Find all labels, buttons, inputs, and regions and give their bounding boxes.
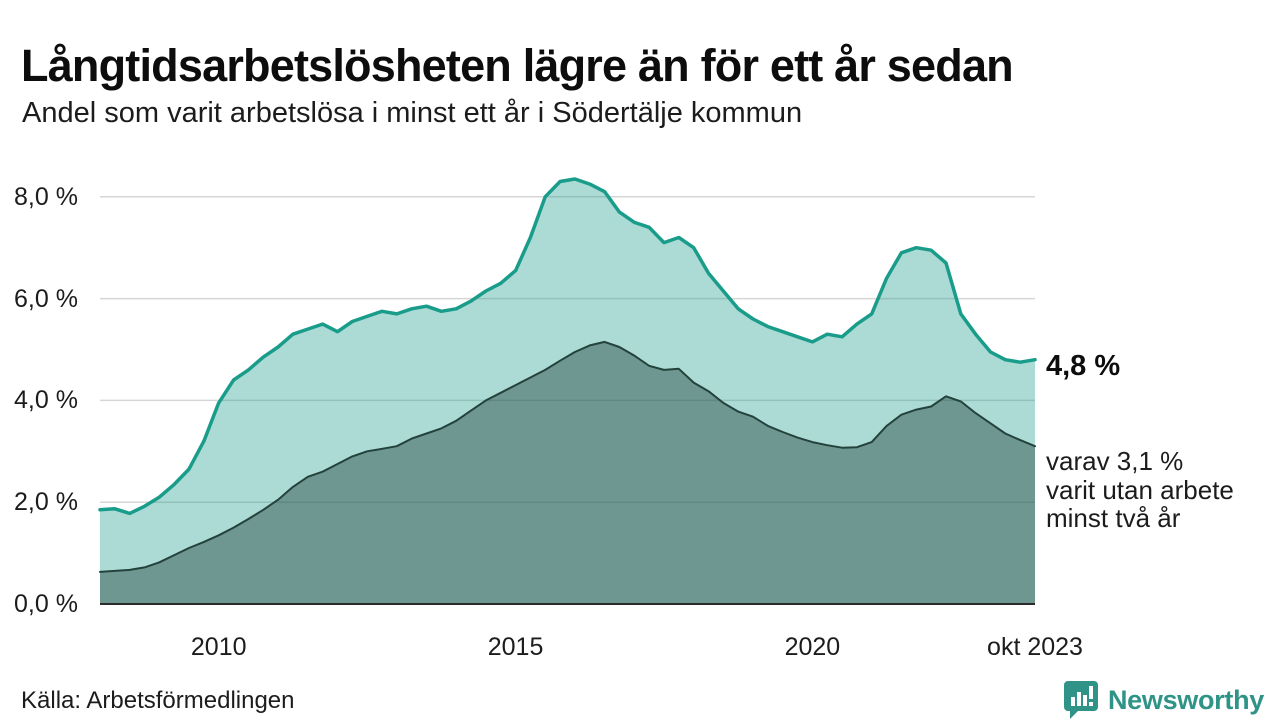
newsworthy-icon (1063, 681, 1098, 719)
annotation-subset-line1: varav 3,1 % (1046, 446, 1184, 476)
area-fill (100, 179, 1035, 604)
annotation-subset: varav 3,1 % varit utan arbete minst två … (1046, 447, 1234, 533)
annotation-latest-total: 4,8 % (1046, 350, 1121, 382)
source-note: Källa: Arbetsförmedlingen (21, 687, 295, 714)
x-tick-label: 2010 (190, 633, 247, 661)
y-tick-label: 2,0 % (14, 488, 78, 517)
x-tick-label: okt 2023 (987, 633, 1083, 661)
area-fill (100, 341, 1035, 604)
brand-name: Newsworthy (1107, 684, 1264, 715)
y-tick-label: 0,0 % (14, 590, 78, 618)
annotation-subset-line2: varit utan arbete (1046, 474, 1234, 505)
series-line (99, 340, 1036, 573)
y-tick-label: 8,0 % (14, 182, 78, 211)
chart-subtitle: Andel som varit arbetslösa i minst ett å… (22, 97, 803, 129)
series-line (98, 177, 1037, 516)
x-tick-label: 2020 (784, 633, 841, 661)
brand-logo: Newsworthy (1063, 681, 1264, 719)
x-tick-label: 2015 (487, 633, 544, 661)
y-tick-label: 4,0 % (14, 386, 78, 415)
annotation-subset-line3: minst två år (1046, 503, 1181, 533)
y-tick-label: 6,0 % (14, 284, 78, 313)
page-title: Långtidsarbetslösheten lägre än för ett … (21, 40, 1014, 92)
